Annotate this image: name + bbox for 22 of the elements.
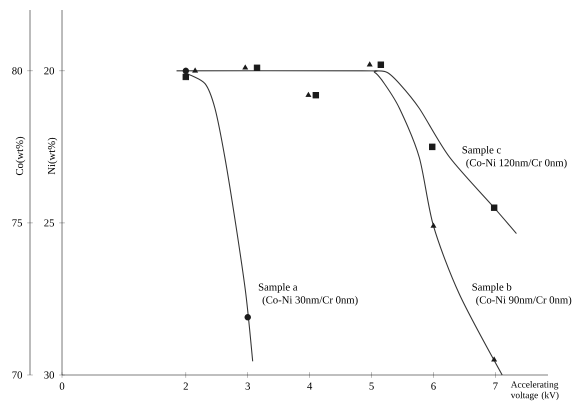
- x-tick-label: 0: [60, 382, 64, 390]
- series-label: Sample b: [472, 283, 512, 293]
- x-tick-label: 5: [370, 382, 374, 390]
- annotation: (Co-Ni 90nm/Cr 0nm): [476, 296, 572, 306]
- x-axis-title: Accelerating voltage (kV): [510, 381, 559, 400]
- series-label: Sample c: [462, 146, 501, 156]
- x-tick-label: 2: [184, 382, 188, 390]
- y2-tick-label: 20: [44, 67, 54, 74]
- annotation: (Co-Ni 30nm/Cr 0nm): [262, 296, 358, 306]
- y-tick-label: 75: [12, 219, 22, 226]
- y-tick-label: 80: [12, 67, 22, 74]
- y2-tick-label: 30: [44, 371, 54, 379]
- x-tick-label: 7: [493, 382, 498, 390]
- x-tick-label: 3: [246, 382, 250, 390]
- y-axis-title: Co(wt%): [16, 136, 26, 176]
- annotation: (Co-Ni 120nm/Cr 0nm): [466, 158, 567, 168]
- x-tick-label: 4: [307, 382, 312, 390]
- series-label: Sample a: [258, 283, 298, 293]
- y-tick-label: 70: [12, 371, 22, 379]
- y2-tick-label: 25: [44, 219, 54, 227]
- x-tick-label: 6: [431, 382, 436, 390]
- y2-axis-title: Ni(wt%): [48, 138, 58, 174]
